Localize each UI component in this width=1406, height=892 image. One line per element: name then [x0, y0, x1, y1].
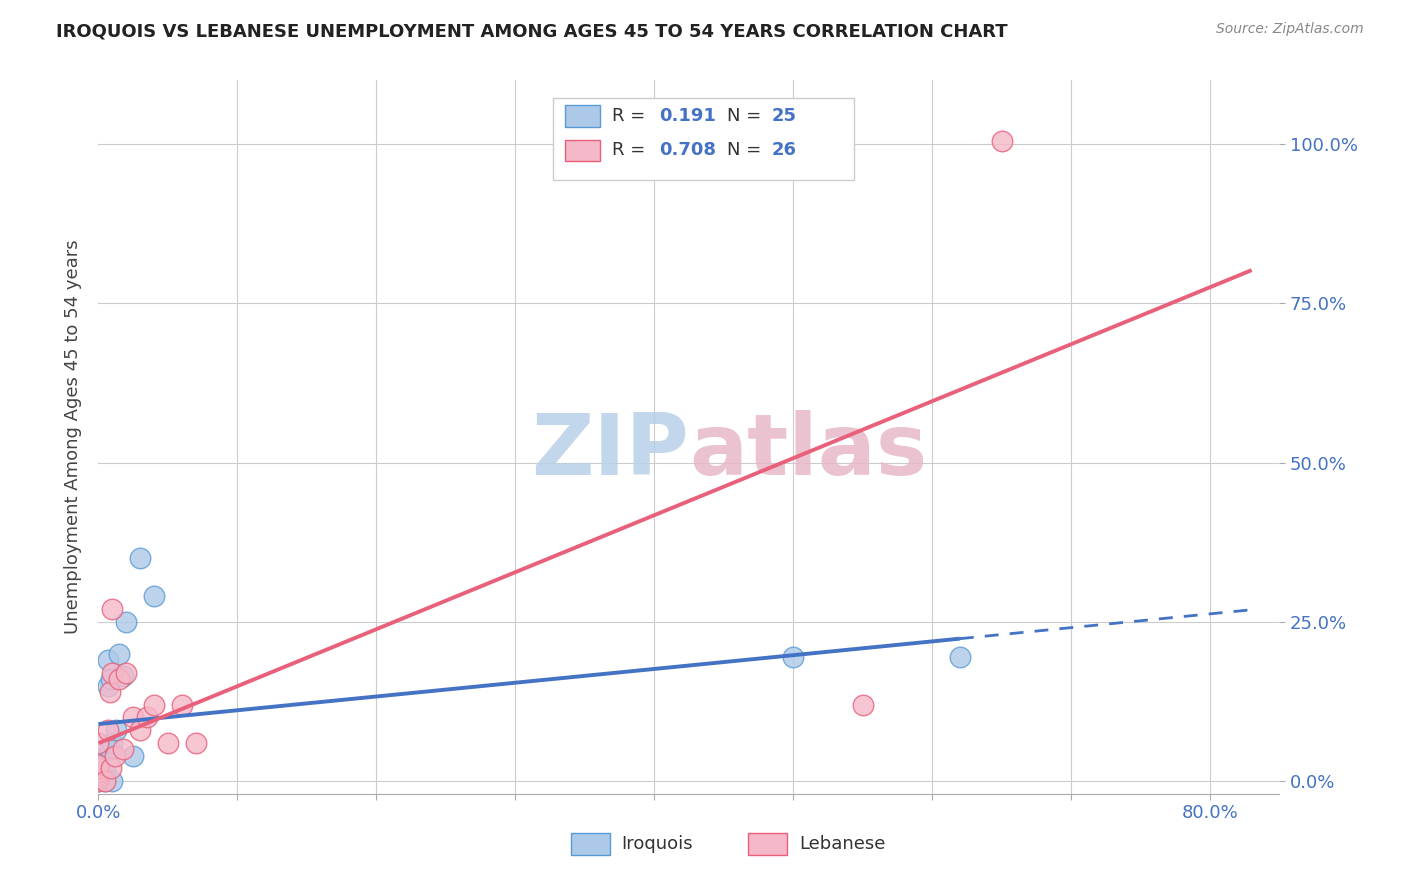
Point — [87, 768, 110, 782]
Text: R =: R = — [612, 141, 651, 159]
Point — [129, 551, 152, 566]
Point — [852, 698, 875, 712]
Point — [105, 723, 128, 738]
Point — [100, 761, 122, 775]
Point — [94, 774, 117, 789]
Point — [101, 602, 124, 616]
Point — [94, 774, 117, 789]
Text: N =: N = — [727, 107, 766, 125]
Point — [97, 653, 120, 667]
Point — [104, 748, 127, 763]
Point — [87, 764, 110, 779]
Text: R =: R = — [612, 107, 651, 125]
Point — [97, 679, 120, 693]
Point — [115, 665, 138, 680]
Text: Source: ZipAtlas.com: Source: ZipAtlas.com — [1216, 22, 1364, 37]
Point — [949, 649, 972, 664]
Point — [87, 768, 110, 782]
Point — [101, 736, 124, 750]
Text: 26: 26 — [772, 141, 797, 159]
Point — [101, 774, 124, 789]
Point — [112, 742, 135, 756]
Point — [87, 771, 110, 785]
Point — [129, 723, 152, 738]
Point — [94, 764, 117, 779]
Point — [782, 649, 804, 664]
Point — [156, 736, 179, 750]
Text: 0.191: 0.191 — [659, 107, 716, 125]
Point — [87, 758, 110, 772]
Point — [87, 761, 110, 775]
Point — [108, 647, 131, 661]
Text: 25: 25 — [772, 107, 797, 125]
Point — [122, 710, 145, 724]
Point — [87, 752, 110, 766]
Point — [98, 742, 121, 756]
Point — [87, 771, 110, 785]
Point — [112, 669, 135, 683]
Text: N =: N = — [727, 141, 766, 159]
Point — [100, 672, 122, 686]
Point — [87, 774, 110, 789]
Text: Lebanese: Lebanese — [799, 835, 886, 853]
FancyBboxPatch shape — [565, 105, 600, 127]
Point — [143, 590, 166, 604]
Point — [136, 710, 159, 724]
Point — [87, 755, 110, 769]
FancyBboxPatch shape — [553, 98, 855, 180]
Text: IROQUOIS VS LEBANESE UNEMPLOYMENT AMONG AGES 45 TO 54 YEARS CORRELATION CHART: IROQUOIS VS LEBANESE UNEMPLOYMENT AMONG … — [56, 22, 1008, 40]
Text: ZIP: ZIP — [531, 409, 689, 493]
Point — [170, 698, 193, 712]
Point — [101, 665, 124, 680]
Y-axis label: Unemployment Among Ages 45 to 54 years: Unemployment Among Ages 45 to 54 years — [63, 240, 82, 634]
FancyBboxPatch shape — [571, 833, 610, 855]
Point — [87, 761, 110, 775]
Point — [97, 723, 120, 738]
FancyBboxPatch shape — [565, 139, 600, 161]
Point — [87, 758, 110, 772]
Point — [990, 134, 1012, 148]
Point — [98, 685, 121, 699]
Text: 0.708: 0.708 — [659, 141, 717, 159]
Text: Iroquois: Iroquois — [621, 835, 693, 853]
Point — [115, 615, 138, 629]
Point — [108, 672, 131, 686]
Point — [143, 698, 166, 712]
Point — [87, 774, 110, 789]
Point — [184, 736, 207, 750]
Point — [87, 764, 110, 779]
Text: atlas: atlas — [689, 409, 927, 493]
Point — [122, 748, 145, 763]
FancyBboxPatch shape — [748, 833, 787, 855]
Point — [87, 736, 110, 750]
